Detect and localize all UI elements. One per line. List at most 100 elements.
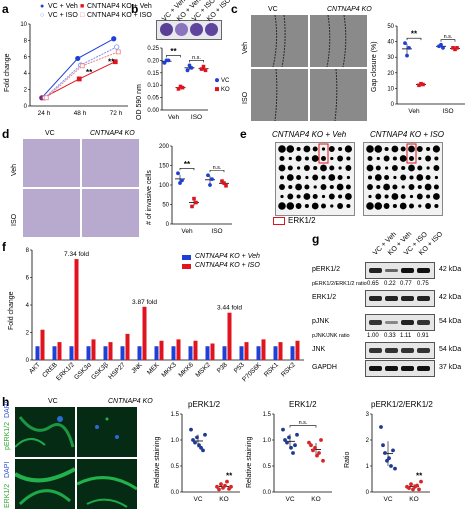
g-band-perk-2 [401, 268, 414, 273]
a-sig-48h: ** [86, 68, 93, 77]
h3-VC-point [387, 456, 391, 461]
e-right-spot [374, 174, 382, 181]
g-ratio2-2: 1.11 [400, 333, 412, 339]
h2-KO-point [315, 453, 319, 458]
h-col-ko: CNTNAP4 KO [108, 398, 153, 405]
g-band-gapdh-0 [369, 366, 382, 371]
g-band-erk-3 [417, 296, 430, 301]
f-bar-veh [69, 346, 74, 360]
h-img-vc-erk [15, 459, 75, 509]
e-right-spot [426, 194, 431, 199]
f-bar-iso [159, 340, 164, 360]
d-VC-point [176, 171, 180, 176]
g-band-erk-0 [369, 296, 382, 301]
g-row-3-label: JNK [312, 346, 326, 353]
f-xtick-label: P70S6K [241, 361, 263, 383]
h2-VC-point [281, 427, 285, 432]
h3-xtick-label: VC [383, 496, 392, 503]
e-right-spot [383, 203, 390, 209]
panel-letter-g: g [312, 232, 320, 246]
e-right-title: CNTNAP4 KO + ISO [370, 130, 445, 139]
d-row-veh: Veh [11, 163, 18, 176]
h-plot2-title: ERK1/2 [289, 400, 317, 409]
h1-KO-point [223, 483, 227, 488]
c-ytick-label: 40 [387, 40, 394, 46]
d-VC-point [210, 177, 214, 182]
h1-ytick-label: 1.5 [171, 412, 180, 418]
legend-a-2: VC + ISO [48, 12, 78, 19]
panel-c-chart: 0 10 20 30 40 50 Veh ** ISO n.s. [387, 24, 465, 115]
e-left-spot [303, 193, 311, 200]
e-left-spot [278, 202, 286, 210]
c-KO-point [453, 47, 457, 52]
e-left-spot [346, 203, 351, 209]
e-left-spot [288, 156, 292, 161]
d-ytick-label: 150 [159, 164, 170, 170]
a-series-line [41, 38, 114, 99]
h3-sig-label: ** [416, 472, 423, 481]
a-xtick-label: 48 h [74, 110, 87, 117]
h1-VC-point [191, 438, 195, 442]
c-KO-point [455, 46, 459, 50]
h1-VC-point [201, 448, 205, 453]
h2-xtick-label: KO [311, 496, 320, 503]
e-left-spot [345, 165, 352, 171]
b-KO-point [201, 64, 206, 69]
legend-a-3-marker: □ [80, 12, 85, 19]
c-KO-point [417, 83, 421, 88]
e-right-spot [408, 145, 415, 153]
h1-xtick-label: KO [219, 496, 228, 503]
f-xtick-label: P53 [233, 361, 246, 374]
e-left-spot [304, 203, 309, 209]
h2-KO-point [313, 445, 317, 450]
e-right-spot [409, 156, 414, 161]
g-ratio2-3: 0.91 [417, 333, 429, 339]
f-fold-annotation: 3.87 fold [132, 299, 157, 306]
c-KO-point [451, 46, 455, 50]
e-left-spot [344, 145, 352, 153]
e-left-spot [313, 165, 318, 171]
b-xtick-label: Veh [168, 114, 180, 121]
e-left-spot [330, 156, 334, 161]
a-point [114, 44, 120, 50]
e-right-spot [425, 203, 432, 209]
h3-VC-point [379, 425, 383, 429]
e-left-spot [287, 165, 293, 171]
e-left-spot [321, 194, 326, 199]
well-1 [160, 23, 173, 36]
h2-KO-point [309, 443, 313, 448]
f-legend-0: CNTNAP4 KO + Veh [195, 253, 260, 260]
e-right-spot [416, 174, 424, 181]
e-right-spot [374, 202, 383, 210]
e-left-spot [287, 193, 294, 200]
h3-KO-point [417, 487, 421, 492]
e-right-spot [417, 184, 422, 190]
h2-sig-label: n.s. [299, 420, 308, 426]
e-right-spot [374, 145, 383, 153]
g-band-pjnk-2 [401, 320, 414, 325]
e-left-spot [336, 183, 344, 191]
a-ytick-label: 8 [24, 38, 28, 44]
g-ratio2-label: pJNK/JNK ratio [312, 333, 350, 339]
h3-VC-point [389, 464, 393, 468]
d-KO-point [224, 183, 228, 188]
h1-VC-point [189, 427, 193, 432]
e-right-spot [392, 184, 398, 190]
h1-xtick-label: VC [193, 496, 202, 503]
f-ytick-label: 2 [26, 331, 30, 337]
g-row-0-label: pERK1/2 [312, 266, 341, 273]
f-xtick-label: JNK [130, 361, 144, 375]
f-bar-iso [91, 339, 96, 360]
f-bar-veh [52, 346, 57, 360]
e-left-spot [320, 184, 327, 190]
panel-letter-a: a [2, 2, 9, 16]
c-KO-point [419, 81, 423, 86]
g-ratio1-1: 0.22 [384, 281, 396, 287]
h3-VC-point [383, 451, 387, 455]
g-band-jnk-2 [401, 348, 414, 353]
e-right-spot [434, 175, 438, 180]
b-ytick-label: 0.00 [147, 108, 159, 114]
e-left-spot [330, 204, 334, 208]
e-right-spot [367, 184, 373, 190]
e-right-spot [426, 166, 430, 170]
